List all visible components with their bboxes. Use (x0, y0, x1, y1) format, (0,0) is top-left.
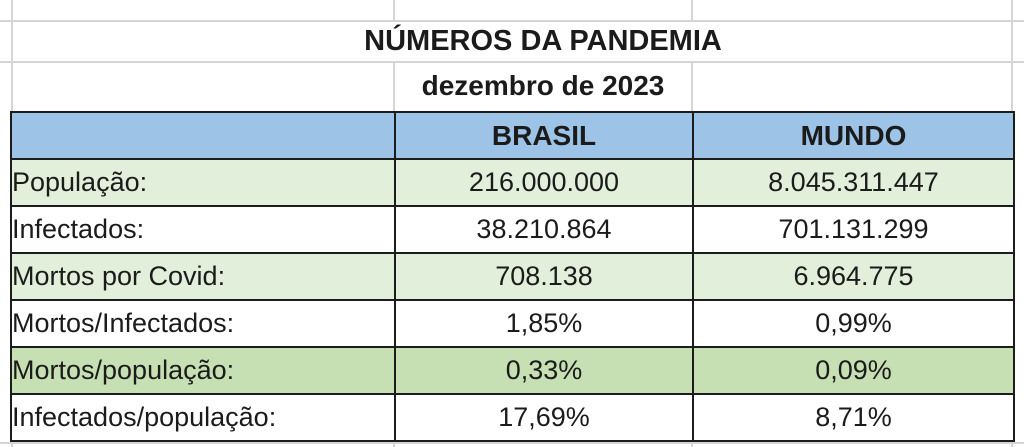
gridline (691, 0, 693, 21)
corner-header-cell[interactable] (10, 111, 396, 160)
mundo-cell[interactable]: 0,09% (692, 346, 1015, 395)
brasil-cell[interactable]: 1,85% (394, 299, 694, 348)
sheet-title: NÚMEROS DA PANDEMIA (364, 24, 722, 57)
gridline (0, 20, 1024, 22)
mundo-header-cell[interactable]: MUNDO (692, 111, 1015, 160)
label-cell[interactable]: Mortos/Infectados: (10, 299, 396, 348)
mundo-cell[interactable]: 8.045.311.447 (692, 158, 1015, 207)
gridline (393, 62, 395, 112)
table-row-mortos-infectados: Mortos/Infectados: 1,85% 0,99% (10, 299, 1015, 348)
mundo-cell[interactable]: 0,99% (692, 299, 1015, 348)
label-cell[interactable]: Mortos/população: (10, 346, 396, 395)
table-row-populacao: População: 216.000.000 8.045.311.447 (10, 158, 1015, 207)
table-row-infectados-populacao: Infectados/população: 17,69% 8,71% (10, 393, 1015, 442)
sheet-subtitle-cell[interactable]: dezembro de 2023 (394, 62, 692, 110)
brasil-cell[interactable]: 0,33% (394, 346, 694, 395)
gridline (0, 442, 1024, 444)
sheet-title-cell[interactable]: NÚMEROS DA PANDEMIA (364, 21, 722, 61)
gridline (393, 0, 395, 21)
brasil-header-cell[interactable]: BRASIL (394, 111, 694, 160)
table-row-mortos: Mortos por Covid: 708.138 6.964.775 (10, 252, 1015, 301)
label-cell[interactable]: População: (10, 158, 396, 207)
brasil-cell[interactable]: 38.210.864 (394, 205, 694, 254)
label-cell[interactable]: Infectados/população: (10, 393, 396, 442)
sheet-subtitle: dezembro de 2023 (421, 70, 665, 101)
brasil-cell[interactable]: 17,69% (394, 393, 694, 442)
brasil-cell[interactable]: 216.000.000 (394, 158, 694, 207)
table-row-infectados: Infectados: 38.210.864 701.131.299 (10, 205, 1015, 254)
table-row-mortos-populacao: Mortos/população: 0,33% 0,09% (10, 346, 1015, 395)
header-row: BRASIL MUNDO (10, 111, 1015, 160)
label-cell[interactable]: Mortos por Covid: (10, 252, 396, 301)
gridline (1011, 0, 1013, 112)
label-cell[interactable]: Infectados: (10, 205, 396, 254)
gridline (691, 62, 693, 112)
mundo-cell[interactable]: 6.964.775 (692, 252, 1015, 301)
pandemic-table: BRASIL MUNDO População: 216.000.000 8.04… (10, 111, 1015, 442)
mundo-cell[interactable]: 8,71% (692, 393, 1015, 442)
gridline (11, 0, 13, 112)
mundo-cell[interactable]: 701.131.299 (692, 205, 1015, 254)
brasil-cell[interactable]: 708.138 (394, 252, 694, 301)
gridline (0, 61, 1024, 63)
